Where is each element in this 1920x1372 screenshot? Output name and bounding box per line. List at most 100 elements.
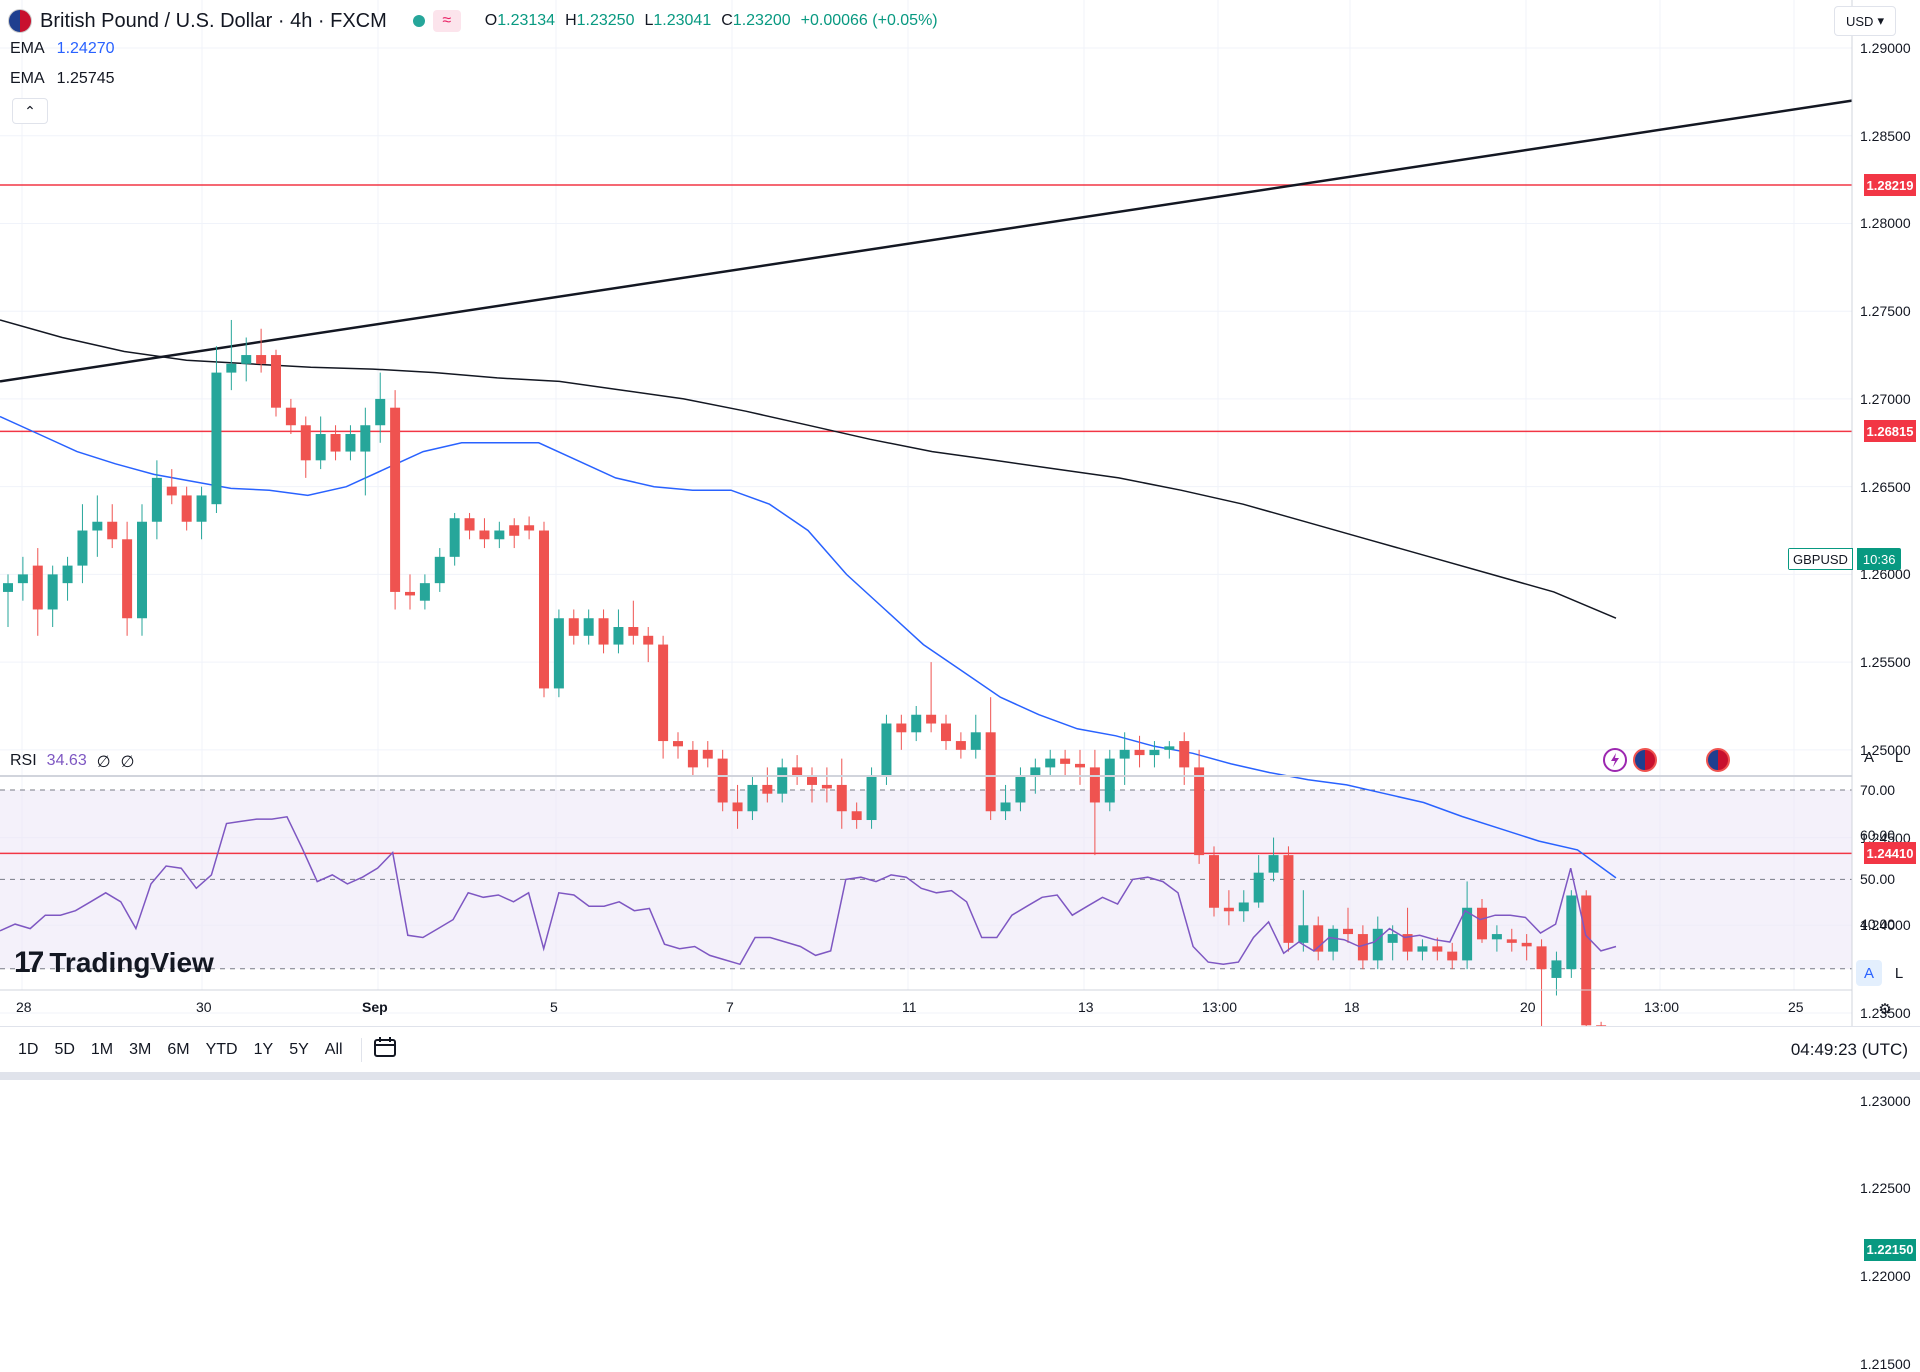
settings-gear-icon[interactable]: ⚙	[1878, 1001, 1892, 1018]
candle-body	[479, 530, 490, 540]
candle-body	[1298, 925, 1309, 943]
price-tick: 1.25500	[1860, 654, 1911, 671]
calendar-icon[interactable]	[372, 1035, 398, 1065]
price-tick: 1.23500	[1860, 1005, 1911, 1022]
auto-scale-button[interactable]: A	[1863, 748, 1874, 766]
range-button-5y[interactable]: 5Y	[289, 1041, 309, 1058]
candle-body	[181, 495, 192, 522]
bottom-toolbar: 1D 5D 1M 3M 6M YTD 1Y 5Y All 04:49:23 (UTC)	[0, 1026, 1920, 1073]
currency-button[interactable]: USD ▾	[1834, 6, 1896, 36]
time-tick: 25	[1788, 999, 1804, 1015]
candle-body	[1581, 895, 1592, 1026]
uk-event-icon[interactable]	[1633, 748, 1657, 772]
range-button-6m[interactable]: 6M	[167, 1041, 190, 1058]
candle-body	[285, 407, 296, 426]
candle-body	[17, 574, 28, 584]
collapse-legend-button[interactable]: ⌃	[12, 98, 48, 124]
candle-body	[419, 583, 430, 601]
range-button-ytd[interactable]: YTD	[205, 1041, 238, 1058]
time-tick: 13:00	[1202, 999, 1238, 1015]
price-tick: 1.24500	[1860, 829, 1911, 846]
price-tick: 1.28000	[1860, 215, 1911, 232]
candle-body	[151, 477, 162, 522]
symbol-title[interactable]: British Pound / U.S. Dollar · 4h · FXCM	[40, 9, 387, 32]
price-tick: 1.26500	[1860, 478, 1911, 495]
price-tick: 1.22500	[1860, 1180, 1911, 1197]
candle-body	[1060, 758, 1071, 764]
candle-body	[211, 372, 222, 505]
candle-body	[166, 486, 177, 496]
chart-canvas[interactable]	[0, 0, 1920, 1026]
candle-body	[1566, 895, 1577, 970]
candle-body	[1506, 939, 1517, 943]
price-tick: 1.23000	[1860, 1092, 1911, 1109]
range-button-3m[interactable]: 3M	[129, 1041, 152, 1058]
rsi-log-scale-button[interactable]: L	[1894, 964, 1904, 982]
candle-body	[941, 723, 951, 742]
time-tick: 28	[16, 999, 32, 1015]
wave-icon[interactable]: ≈	[432, 10, 461, 32]
candle-body	[628, 627, 639, 636]
candle-body	[1417, 946, 1428, 952]
candle-body	[687, 749, 698, 768]
level-label-1: 1.26815	[1864, 420, 1916, 443]
time-tick: 30	[196, 999, 212, 1015]
ohlc-values: O1.23134 H1.23250 L1.23041 C1.23200 +0.0…	[484, 12, 938, 29]
range-button-1d[interactable]: 1D	[18, 1041, 39, 1058]
candle-body	[1551, 960, 1562, 978]
candle-body	[1372, 928, 1383, 961]
divider	[360, 1038, 362, 1062]
candle-body	[866, 776, 877, 821]
candle-body	[330, 434, 341, 452]
bottom-scrollbar[interactable]	[0, 1072, 1920, 1080]
candle-body	[390, 407, 401, 592]
ema-legend-slow[interactable]: EMA 1.25745	[10, 70, 115, 87]
uk-event-icon-2[interactable]	[1706, 748, 1730, 772]
candle-body	[1164, 746, 1175, 750]
rsi-auto-scale-button[interactable]: A	[1856, 960, 1882, 986]
candle-body	[702, 749, 713, 759]
lightning-event-icon[interactable]	[1603, 748, 1627, 772]
candle-body	[851, 811, 862, 821]
candle-body	[509, 525, 520, 536]
range-button-5d[interactable]: 5D	[54, 1041, 75, 1058]
rsi-legend[interactable]: RSI 34.63 ∅ ∅	[10, 752, 135, 771]
level-label-2: 1.24410	[1864, 842, 1916, 865]
candle-body	[568, 618, 579, 636]
tradingview-logo[interactable]: 17 TradingView	[14, 946, 214, 979]
candle-body	[747, 784, 758, 812]
range-button-1m[interactable]: 1M	[90, 1041, 114, 1058]
candle-body	[1521, 942, 1532, 947]
candle-body	[1491, 934, 1502, 940]
ema-slow-line	[0, 319, 1617, 619]
candle-body	[1104, 758, 1115, 803]
candle-body	[896, 723, 907, 733]
candle-body	[1075, 763, 1085, 768]
candle-body	[1253, 872, 1264, 903]
rsi-tick: 70.00	[1860, 782, 1896, 798]
candle-body	[911, 714, 922, 733]
candle-body	[315, 434, 326, 461]
log-scale-button[interactable]: L	[1894, 748, 1904, 766]
candle-body	[1402, 934, 1413, 952]
price-tick: 1.22000	[1860, 1268, 1911, 1285]
range-button-1y[interactable]: 1Y	[253, 1041, 274, 1058]
candle-body	[524, 525, 535, 531]
trendline-segment	[0, 99, 1853, 383]
candle-body	[1447, 951, 1458, 961]
ema-legend-fast[interactable]: EMA 1.24270	[10, 40, 115, 57]
price-tick: 1.29000	[1860, 40, 1911, 56]
candle-body	[271, 355, 281, 408]
symbol-tag-name: GBPUSD	[1788, 548, 1853, 570]
candle-body	[122, 539, 133, 619]
utc-clock[interactable]: 04:49:23 (UTC)	[1790, 1040, 1908, 1059]
candle-body	[32, 565, 43, 610]
candle-body	[1462, 907, 1473, 961]
candle-body	[807, 776, 817, 785]
market-open-icon	[412, 15, 425, 27]
range-button-all[interactable]: All	[324, 1041, 343, 1058]
candle-body	[1357, 934, 1368, 961]
candle-body	[1209, 855, 1219, 908]
candle-body	[717, 758, 728, 803]
candle-body	[926, 714, 937, 724]
